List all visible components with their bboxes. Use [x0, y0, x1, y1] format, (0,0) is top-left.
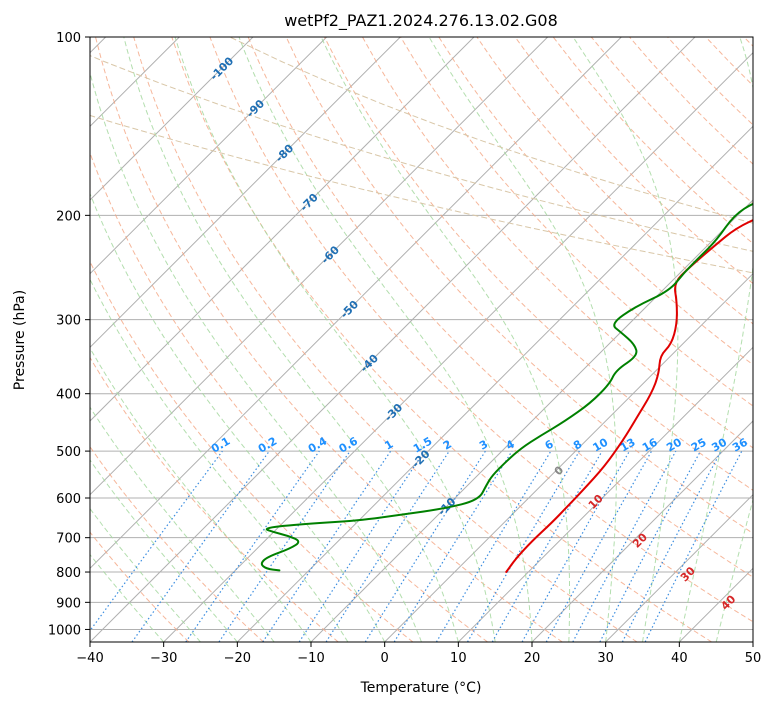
dry-adiabat — [247, 37, 753, 578]
moist-adiabat — [90, 278, 349, 642]
y-tick-label: 800 — [56, 566, 81, 581]
dry-adiabat — [362, 37, 753, 449]
mixing-ratio-line — [90, 450, 223, 632]
dry-adiabat — [90, 151, 488, 642]
y-tick-label: 500 — [56, 445, 81, 460]
profile-lines — [260, 202, 753, 573]
moist-adiabat — [715, 497, 753, 642]
x-tick-label: 20 — [524, 651, 541, 666]
y-tick-label: 100 — [56, 31, 81, 46]
y-tick-label: 700 — [56, 532, 81, 547]
moist-adiabat — [428, 37, 617, 642]
isotherm-line — [90, 37, 401, 349]
isotherm-line — [90, 37, 622, 570]
y-axis-ticks: 100 200 300 400 500 600 700 800 900 1000 — [48, 31, 90, 638]
isotherm-line — [90, 37, 254, 201]
isotherm-line — [90, 37, 475, 422]
y-tick-label: 400 — [56, 388, 81, 403]
y-tick-label: 200 — [56, 209, 81, 224]
x-tick-label: −40 — [76, 651, 103, 666]
mixing-ratio-line — [262, 450, 392, 642]
x-axis-label: Temperature (°C) — [360, 680, 482, 696]
moist-adiabat — [678, 37, 753, 642]
isotherm-line — [531, 420, 753, 642]
mixing-ratio-line — [521, 450, 631, 642]
dry-adiabat — [171, 37, 712, 642]
y-tick-label: 300 — [56, 314, 81, 329]
plot-area — [90, 37, 753, 642]
moist-adiabat — [90, 192, 386, 642]
dry-adiabat — [90, 445, 264, 642]
mixing-ratio-line — [644, 450, 743, 642]
dry-adiabat — [438, 37, 753, 366]
moist-adiabat — [572, 37, 679, 642]
moist-adiabat — [123, 37, 459, 642]
y-tick-label: 900 — [56, 596, 81, 611]
mixing-ratio-line — [218, 450, 351, 642]
plot-frame — [89, 36, 754, 643]
x-tick-label: 40 — [671, 651, 688, 666]
mixing-ratio-line — [545, 450, 653, 642]
x-tick-label: 10 — [450, 651, 467, 666]
y-tick-label: 1000 — [48, 623, 81, 638]
mixing-ratio-line — [185, 450, 320, 642]
x-tick-label: 30 — [597, 651, 614, 666]
x-tick-label: −10 — [297, 651, 324, 666]
isotherm-line — [384, 272, 753, 642]
dry-adiabat — [400, 37, 753, 407]
moist-adiabat — [90, 347, 312, 642]
moist-adiabat — [90, 70, 422, 642]
dry-adiabat — [514, 37, 753, 285]
isotherm-line — [163, 51, 753, 642]
mixing-ratio-line — [325, 450, 450, 642]
background-lines — [90, 37, 753, 642]
y-axis-label: Pressure (hPa) — [12, 290, 28, 390]
isotherm-line — [90, 37, 328, 275]
moist-adiabat — [320, 37, 571, 642]
isotherm-line — [90, 37, 549, 496]
dry-adiabat — [90, 356, 339, 642]
dry-adiabat — [285, 37, 753, 535]
x-tick-label: −20 — [224, 651, 251, 666]
isotherm-line — [236, 125, 753, 642]
x-axis-ticks: −40 −30 −20 −10 0 10 20 30 40 50 — [76, 642, 761, 666]
dry-adiabat — [209, 37, 753, 623]
dewpoint-profile-line — [260, 202, 753, 572]
x-tick-label: 50 — [745, 651, 762, 666]
dry-adiabat — [323, 37, 753, 491]
moist-adiabat — [90, 459, 238, 642]
moist-adiabat — [238, 37, 533, 642]
chart-title: wetPf2_PAZ1.2024.276.13.02.G08 — [284, 11, 558, 31]
mixing-ratio-line — [393, 450, 513, 642]
isotherm-line — [605, 493, 753, 642]
moist-adiabat — [90, 406, 275, 642]
mixing-ratio-line — [572, 450, 677, 642]
mixing-ratio-line — [298, 450, 425, 642]
moist-adiabat — [90, 553, 165, 642]
dry-adiabat — [90, 531, 190, 642]
x-tick-label: 0 — [381, 651, 389, 666]
isotherm-line — [457, 346, 753, 642]
moist-adiabat — [174, 37, 496, 642]
mixing-ratio-line — [131, 450, 270, 642]
dry-adiabat — [133, 37, 638, 642]
x-tick-label: −30 — [150, 651, 177, 666]
y-tick-label: 600 — [56, 492, 81, 507]
moist-adiabat — [90, 507, 201, 642]
dry-adiabat — [90, 260, 414, 642]
dry-adiabat — [95, 37, 563, 642]
